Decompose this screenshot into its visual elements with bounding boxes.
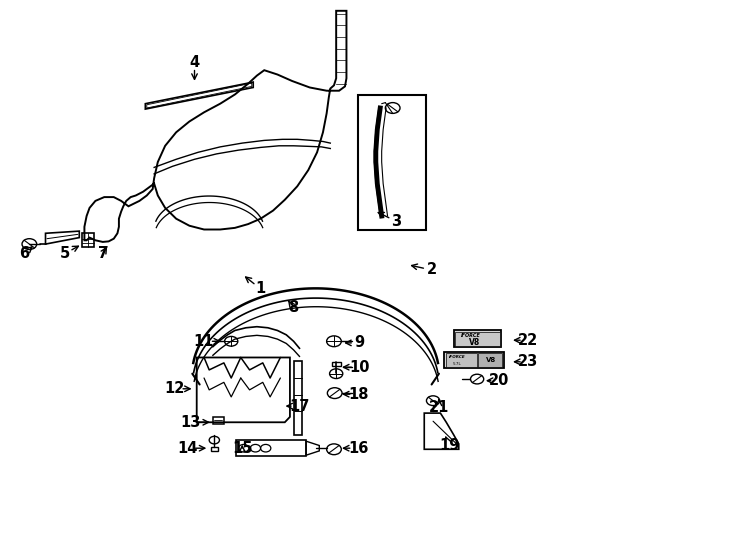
Text: 19: 19 — [439, 438, 459, 453]
Text: 15: 15 — [232, 441, 252, 456]
Text: 6: 6 — [19, 246, 29, 261]
FancyBboxPatch shape — [454, 330, 501, 347]
Text: 5.7L: 5.7L — [453, 362, 462, 366]
FancyBboxPatch shape — [478, 353, 501, 367]
FancyBboxPatch shape — [455, 332, 500, 346]
Text: 4: 4 — [189, 55, 200, 70]
Text: iFORCE: iFORCE — [460, 333, 480, 338]
Text: 8: 8 — [288, 300, 299, 315]
Text: 16: 16 — [348, 441, 368, 456]
Text: 7: 7 — [98, 246, 108, 261]
Text: 11: 11 — [194, 334, 214, 349]
Text: V8: V8 — [486, 357, 496, 363]
Text: 13: 13 — [181, 415, 201, 430]
Text: 3: 3 — [391, 214, 401, 229]
Text: 18: 18 — [348, 387, 368, 402]
Text: 20: 20 — [489, 373, 509, 388]
Text: 14: 14 — [177, 441, 197, 456]
Text: iFORCE: iFORCE — [449, 355, 465, 359]
FancyBboxPatch shape — [446, 353, 477, 367]
Text: 2: 2 — [426, 262, 437, 278]
Text: 5: 5 — [59, 246, 70, 261]
Text: 1: 1 — [255, 281, 266, 296]
Text: 22: 22 — [518, 333, 539, 348]
Text: 12: 12 — [164, 381, 185, 396]
Text: 9: 9 — [355, 335, 365, 350]
Text: 23: 23 — [518, 354, 539, 369]
Text: 10: 10 — [349, 360, 370, 375]
FancyBboxPatch shape — [444, 352, 504, 368]
Text: 17: 17 — [289, 399, 310, 414]
Bar — [358, 94, 426, 230]
Text: V8: V8 — [470, 338, 481, 347]
Text: 21: 21 — [429, 400, 449, 415]
